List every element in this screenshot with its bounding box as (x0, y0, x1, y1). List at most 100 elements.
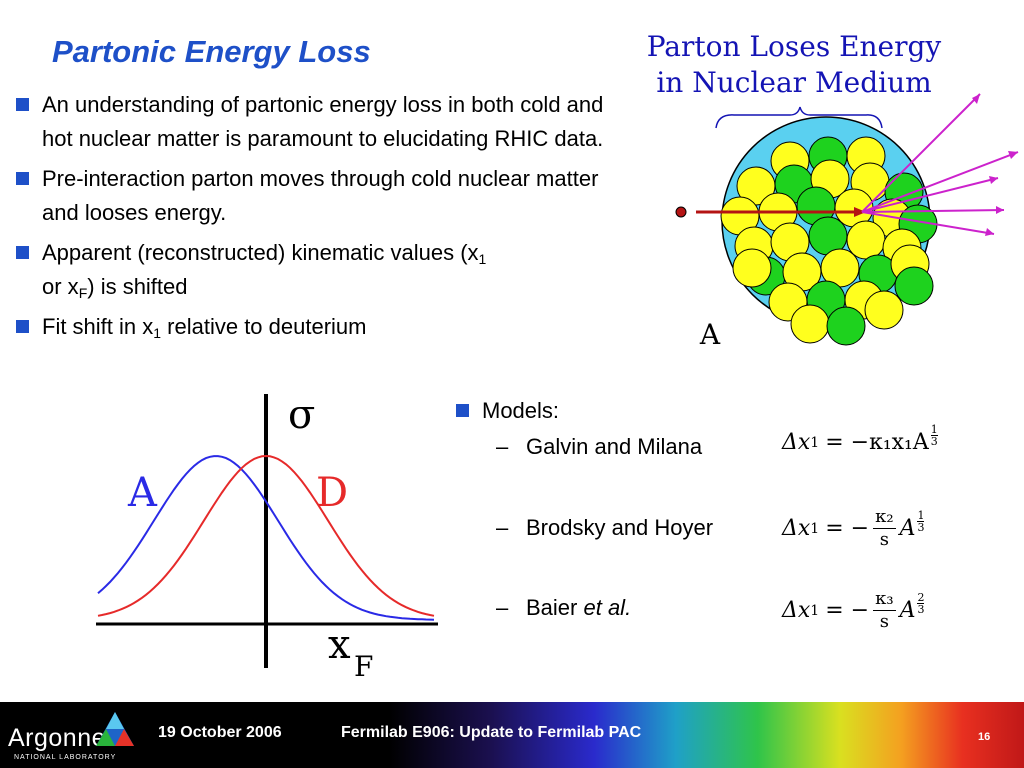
bullet-text-pre: Fit shift in x (42, 314, 154, 339)
nucleon-circle (790, 304, 830, 344)
dash: – (496, 595, 509, 620)
bullet-text-post: ) is shifted (87, 274, 188, 299)
model-name: Galvin and Milana (526, 434, 703, 459)
arrowhead (972, 94, 980, 104)
nucleus-label: A (699, 318, 721, 351)
nucleon-group (720, 136, 938, 346)
model-item-galvin: – Galvin and Milana (496, 434, 702, 460)
nucleon-circle (864, 290, 904, 330)
bullet-square-icon (456, 404, 469, 417)
argonne-triangle-icon (96, 712, 134, 746)
exponent-den: 3 (917, 603, 925, 616)
arrowhead (989, 176, 998, 184)
formula-eq: = − (825, 516, 870, 541)
outgoing-arrow (861, 93, 981, 213)
curve-d-label: D (316, 470, 348, 516)
x-axis-label: x (328, 622, 351, 668)
exponent-den: 3 (930, 435, 938, 448)
formula-lhs: Δx (782, 516, 811, 541)
curve-a (97, 455, 435, 621)
nucleon-circle (826, 306, 866, 346)
argonne-logo-subtitle: NATIONAL LABORATORY (14, 754, 117, 761)
dash: – (496, 434, 509, 459)
nucleus-figure: Parton Loses Energy in Nuclear Medium A (647, 30, 1019, 351)
bullet-item: Fit shift in x1 relative to deuterium (14, 310, 624, 344)
subscript: 1 (478, 251, 487, 267)
nucleon-circle (894, 266, 934, 306)
page-number: 16 (978, 731, 991, 743)
model-item-baier: – Baier et al. (496, 595, 631, 621)
formula-eq: = − (825, 598, 870, 623)
formula-base: A (899, 598, 916, 623)
nucleus-title-line2: in Nuclear Medium (656, 66, 931, 99)
nucleus-title-line1: Parton Loses Energy (647, 30, 942, 63)
exponent-num: 2 (917, 591, 925, 604)
models-heading-text: Models: (482, 398, 560, 423)
argonne-logo: Argonne (8, 724, 107, 752)
model-name-em: et al. (583, 595, 632, 620)
model-name: Brodsky and Hoyer (526, 515, 714, 540)
bullet-text-pre: Apparent (reconstructed) kinematic value… (42, 240, 479, 265)
bullet-square-icon (16, 246, 29, 259)
bullet-square-icon (16, 172, 29, 185)
x-axis-label-sub: F (354, 650, 373, 683)
bullet-item: An understanding of partonic energy loss… (14, 88, 624, 156)
parton-dot (675, 206, 687, 218)
parton-arrowhead (854, 207, 866, 217)
dash: – (496, 515, 509, 540)
slide-title: Partonic Energy Loss (52, 34, 371, 69)
arrowhead (1008, 151, 1018, 159)
outgoing-arrow (861, 151, 1019, 213)
outgoing-arrow (861, 177, 999, 213)
bullet-text: Pre-interaction parton moves through col… (42, 166, 599, 225)
outgoing-arrows (861, 93, 1019, 235)
nucleus-brace (715, 106, 883, 129)
bullet-square-icon (16, 98, 29, 111)
outgoing-arrow (861, 209, 1005, 213)
curve-a-label: A (127, 470, 158, 516)
subscript: 1 (153, 325, 162, 341)
bullet-text-mid: or x (42, 274, 79, 299)
arrowheads (972, 94, 1018, 236)
arrowhead (996, 206, 1004, 214)
bullet-list: An understanding of partonic energy loss… (14, 88, 624, 350)
bullet-item: Apparent (reconstructed) kinematic value… (14, 236, 624, 304)
model-item-brodsky: – Brodsky and Hoyer (496, 515, 713, 541)
arrowhead (985, 228, 994, 236)
exponent-num: 1 (930, 423, 938, 436)
bullet-text: An understanding of partonic energy loss… (42, 92, 604, 151)
nucleon-circle (732, 248, 772, 288)
fraction-num: κ₂ (873, 506, 896, 529)
models-heading: Models: (452, 394, 1012, 428)
formula-base: A (899, 516, 916, 541)
bullet-text-post: relative to deuterium (161, 314, 367, 339)
distribution-figure: σ A D x F (96, 392, 438, 683)
subscript: F (78, 285, 88, 301)
formula-fraction: κ₂ s (873, 506, 896, 551)
models-section: Models: – Galvin and Milana Δx 1 = −κ₁x₁A … (452, 394, 1012, 632)
formula-lhs: Δx (782, 598, 811, 623)
formula-lhs: Δx (782, 430, 811, 455)
bullet-item: Pre-interaction parton moves through col… (14, 162, 624, 230)
curve-d (97, 454, 435, 617)
fraction-den: s (879, 529, 889, 550)
footer-conference: Fermilab E906: Update to Fermilab PAC (341, 724, 642, 741)
model-name: Baier (526, 595, 584, 620)
fraction-den: s (879, 611, 889, 632)
formula-fraction: κ₃ s (873, 588, 896, 633)
footer-date: 19 October 2006 (158, 724, 282, 741)
outgoing-arrow (861, 211, 995, 235)
exponent-den: 3 (917, 521, 925, 534)
exponent-num: 1 (917, 509, 925, 522)
fraction-num: κ₃ (873, 588, 896, 611)
bullet-square-icon (16, 320, 29, 333)
y-axis-label: σ (288, 392, 315, 438)
footer-bar: Argonne NATIONAL LABORATORY 19 October 2… (0, 702, 1024, 768)
formula-rhs: = −κ₁x₁A (825, 430, 929, 455)
